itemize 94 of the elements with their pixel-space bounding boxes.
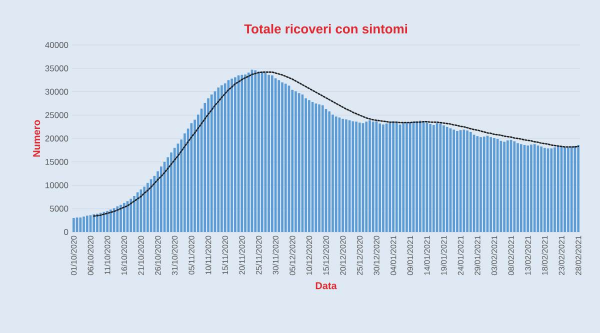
bar <box>446 126 448 232</box>
bar <box>476 136 479 232</box>
bar <box>365 122 368 232</box>
bar <box>419 120 422 232</box>
bar <box>308 100 310 232</box>
bar <box>82 216 85 232</box>
bar <box>342 118 344 232</box>
bar <box>493 138 496 232</box>
bar <box>120 204 122 232</box>
bar <box>304 98 307 232</box>
bar <box>294 91 297 232</box>
bar <box>506 140 509 232</box>
bar <box>554 147 556 232</box>
bar <box>429 124 432 232</box>
bar <box>173 148 176 232</box>
bar <box>130 198 132 232</box>
bar <box>318 104 320 232</box>
bar <box>402 123 405 232</box>
bar <box>408 122 412 232</box>
bar <box>490 137 492 232</box>
bar <box>133 196 136 232</box>
bar <box>143 186 146 232</box>
bar <box>355 122 358 232</box>
y-tick-label: 35000 <box>45 65 68 72</box>
bar <box>540 146 542 232</box>
y-tick-label: 20000 <box>45 136 68 142</box>
bar <box>382 124 384 232</box>
bar <box>358 122 361 232</box>
bar <box>406 123 408 232</box>
bar <box>567 147 570 232</box>
bar <box>564 147 566 232</box>
bar <box>345 119 348 232</box>
bar <box>520 144 522 232</box>
bar <box>530 144 532 232</box>
bar <box>244 74 246 232</box>
bar <box>470 132 472 232</box>
bar <box>526 146 530 232</box>
y-axis-title: Numero <box>33 120 40 157</box>
y-tick-label: 5000 <box>50 206 68 212</box>
x-axis-title: Data <box>316 282 337 290</box>
bar <box>96 214 98 232</box>
chart-title: Totale ricoveri con sintomi <box>244 24 408 34</box>
bar <box>240 74 244 232</box>
bar <box>556 146 560 232</box>
y-tick-label: 0 <box>64 229 68 235</box>
bar <box>416 121 418 232</box>
bar <box>442 125 445 232</box>
bar <box>516 143 519 232</box>
bar <box>439 124 442 232</box>
bar <box>372 122 374 232</box>
bar <box>456 131 458 232</box>
bar <box>503 142 506 232</box>
bar <box>577 145 580 232</box>
bar <box>544 148 546 232</box>
bar <box>321 105 324 232</box>
bar <box>271 75 274 232</box>
bar <box>466 130 468 232</box>
bar <box>268 74 270 232</box>
bar <box>220 85 223 232</box>
bar <box>452 130 455 232</box>
bar <box>291 90 294 232</box>
bar <box>258 72 260 232</box>
bar <box>396 122 398 232</box>
bar <box>230 78 233 232</box>
bar <box>146 182 149 232</box>
bar <box>122 203 126 232</box>
bar <box>234 77 236 232</box>
bar <box>72 218 75 232</box>
bar <box>217 88 220 232</box>
bar <box>106 210 108 232</box>
y-tick-label: 30000 <box>45 88 68 95</box>
y-tick-label: 15000 <box>46 158 68 165</box>
bar <box>284 84 287 232</box>
bar <box>392 121 394 232</box>
y-tick-label: 40000 <box>45 42 68 48</box>
y-tick-label: 10000 <box>46 182 68 188</box>
bar <box>92 214 96 232</box>
y-tick-label: 25000 <box>45 112 68 118</box>
bar <box>482 136 486 232</box>
bar <box>281 82 284 232</box>
bar <box>110 210 112 232</box>
bar <box>247 72 250 232</box>
bar <box>207 98 210 232</box>
bar <box>86 216 88 232</box>
bar <box>432 124 435 232</box>
bar <box>204 102 206 232</box>
bar <box>378 124 381 232</box>
bar <box>136 192 139 232</box>
bar <box>368 120 371 232</box>
bar <box>480 137 482 232</box>
bar <box>332 114 334 232</box>
bar <box>210 94 213 232</box>
bar <box>328 111 331 232</box>
bar <box>254 70 257 232</box>
